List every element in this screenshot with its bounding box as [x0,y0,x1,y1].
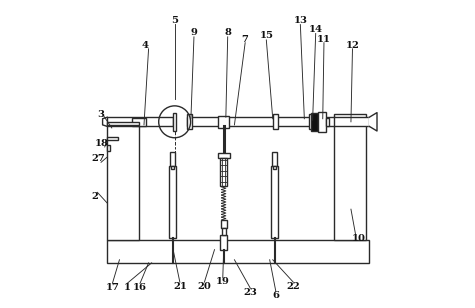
Bar [218,153,230,158]
Bar [221,228,226,235]
Bar [107,125,139,240]
Text: 11: 11 [317,34,331,43]
Bar [220,220,227,228]
Text: 2: 2 [91,192,98,201]
Bar [273,114,278,129]
Bar [326,118,329,126]
Text: 13: 13 [294,16,307,25]
Bar [107,240,370,263]
Text: 3: 3 [97,110,104,119]
Bar [187,114,192,129]
Text: 8: 8 [224,28,231,37]
Bar [187,117,310,126]
Bar [318,112,326,132]
Bar [107,136,118,140]
Text: 19: 19 [216,278,230,286]
Text: 1: 1 [124,283,131,292]
Bar [273,166,276,169]
Bar [171,152,175,166]
Bar [220,235,227,250]
Bar [334,114,366,240]
Text: 27: 27 [91,154,105,163]
Text: 12: 12 [345,41,360,50]
Bar [218,116,229,128]
Bar [309,114,314,129]
Bar [310,117,370,126]
Text: 16: 16 [133,283,147,292]
Text: 14: 14 [309,25,323,34]
Text: 4: 4 [142,41,149,50]
Text: 18: 18 [95,139,109,148]
Polygon shape [370,113,377,131]
Bar [271,166,278,238]
Bar [173,113,177,131]
Text: 9: 9 [190,28,198,37]
Text: 21: 21 [173,282,187,291]
Text: 23: 23 [244,288,257,297]
Text: 5: 5 [171,16,178,25]
Text: 17: 17 [105,283,119,292]
Text: 15: 15 [259,31,273,40]
Bar [311,113,318,131]
Bar [107,145,110,151]
Text: 7: 7 [242,34,248,43]
Text: 22: 22 [286,282,300,291]
Bar [220,158,228,186]
Text: 10: 10 [352,234,366,243]
Bar [170,166,176,238]
Text: 20: 20 [198,282,211,291]
Bar [107,117,173,126]
Text: 6: 6 [272,291,279,300]
Bar [171,166,174,169]
Bar [107,122,139,125]
Bar [272,152,277,166]
Bar [132,118,146,126]
